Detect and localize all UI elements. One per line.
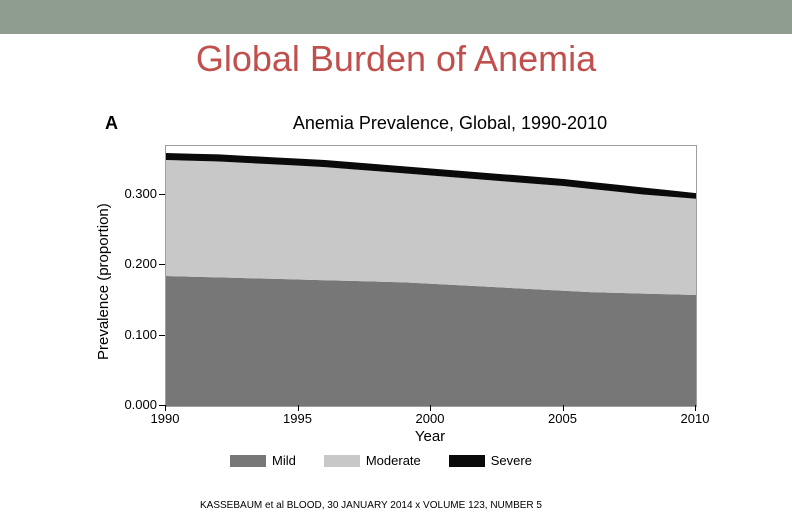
xtick-label: 2010 — [675, 411, 715, 426]
xtick-mark — [430, 405, 431, 411]
xtick-mark — [298, 405, 299, 411]
legend-label-mild: Mild — [272, 453, 296, 468]
xtick-label: 1995 — [278, 411, 318, 426]
legend-swatch-severe — [449, 455, 485, 467]
chart-plot-area — [165, 145, 697, 407]
panel-letter: A — [105, 113, 118, 134]
xtick-label: 2005 — [543, 411, 583, 426]
citation-text: KASSEBAUM et al BLOOD, 30 JANUARY 2014 x… — [200, 500, 542, 511]
legend-swatch-moderate — [324, 455, 360, 467]
xtick-mark — [563, 405, 564, 411]
series-moderate — [166, 160, 696, 295]
chart-title: Anemia Prevalence, Global, 1990-2010 — [280, 113, 620, 134]
ytick-mark — [159, 194, 165, 195]
chart-legend: Mild Moderate Severe — [230, 452, 560, 468]
xtick-mark — [695, 405, 696, 411]
legend-label-moderate: Moderate — [366, 453, 421, 468]
ytick-label: 0.300 — [109, 186, 157, 201]
series-mild — [166, 276, 696, 406]
ytick-label: 0.000 — [109, 397, 157, 412]
ytick-mark — [159, 335, 165, 336]
xtick-mark — [165, 405, 166, 411]
ytick-label: 0.200 — [109, 256, 157, 271]
x-axis-label: Year — [165, 428, 695, 445]
xtick-label: 2000 — [410, 411, 450, 426]
xtick-label: 1990 — [145, 411, 185, 426]
legend-swatch-mild — [230, 455, 266, 467]
slide-title: Global Burden of Anemia — [0, 38, 792, 80]
ytick-mark — [159, 264, 165, 265]
ytick-label: 0.100 — [109, 327, 157, 342]
legend-label-severe: Severe — [491, 453, 532, 468]
top-bar — [0, 0, 792, 34]
